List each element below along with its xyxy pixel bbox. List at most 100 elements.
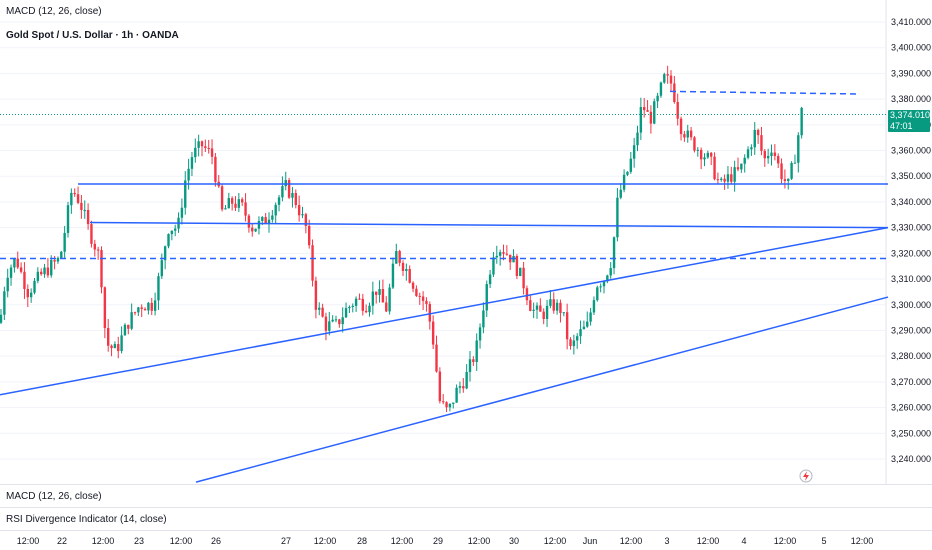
candle-body — [800, 107, 803, 136]
candle-body — [576, 336, 579, 341]
candle-body — [797, 135, 800, 163]
candle-body — [354, 298, 358, 306]
candle-body — [666, 74, 669, 76]
candle-body — [783, 179, 787, 182]
candle-body — [539, 305, 542, 312]
candle-body — [113, 344, 117, 349]
candle-body — [277, 197, 281, 205]
x-tick-label: 12:00 — [851, 536, 874, 546]
x-tick-label: 27 — [281, 536, 291, 546]
candle-body — [143, 308, 147, 311]
pane-divider-time-axis — [0, 530, 932, 531]
candle-body — [234, 203, 237, 208]
candle-body — [545, 305, 549, 320]
candle-body — [83, 209, 86, 211]
candle-body — [180, 207, 184, 218]
y-tick-label: 3,350.000 — [891, 171, 931, 181]
candle-body — [713, 156, 716, 180]
candle-body — [787, 178, 790, 182]
y-tick-label: 3,360.000 — [891, 146, 931, 156]
candle-body — [472, 359, 475, 363]
trendline — [669, 90, 859, 95]
candle-body — [699, 149, 703, 160]
candle-body — [254, 228, 257, 232]
candle-body — [455, 387, 458, 403]
candle-body — [123, 324, 127, 336]
candle-body — [23, 271, 26, 289]
candle-body — [361, 298, 364, 311]
candle-body — [364, 310, 368, 313]
candle-body — [6, 277, 9, 292]
candle-body — [167, 234, 170, 247]
candle-body — [549, 299, 552, 306]
x-tick-label: 22 — [57, 536, 67, 546]
trendline — [0, 226, 889, 396]
candle-body — [602, 281, 606, 287]
candle-body — [344, 308, 348, 318]
candle-body — [529, 300, 532, 311]
candle-body — [579, 329, 582, 337]
candle-body — [73, 192, 76, 195]
candle-body — [522, 267, 525, 289]
candle-body — [96, 249, 100, 251]
candle-body — [673, 83, 676, 103]
candle-body — [589, 312, 592, 322]
candle-body — [381, 289, 385, 303]
current-price-value: 3,374.010 — [890, 110, 931, 120]
candle-body — [214, 156, 217, 182]
y-tick-label: 3,390.000 — [891, 68, 931, 78]
current-price-badge: 3,374.010 47:01 — [888, 110, 930, 132]
candle-body — [693, 137, 696, 151]
candle-body — [358, 298, 361, 300]
candle-body — [710, 152, 713, 157]
candle-body — [488, 274, 492, 285]
candle-body — [683, 134, 686, 138]
candle-body — [76, 194, 80, 203]
candle-body — [515, 255, 519, 277]
y-tick-label: 3,310.000 — [891, 274, 931, 284]
candle-body — [740, 163, 743, 170]
candle-body — [723, 178, 726, 182]
candle-body — [653, 101, 656, 124]
candle-body — [559, 302, 562, 313]
x-tick-label: 4 — [741, 536, 746, 546]
candle-body — [388, 287, 391, 312]
candle-body — [649, 111, 653, 124]
y-tick-label: 3,240.000 — [891, 454, 931, 464]
candle-body — [405, 268, 408, 271]
pane-divider-macd — [0, 484, 932, 485]
x-tick-label: 12:00 — [774, 536, 797, 546]
candle-body — [505, 253, 509, 255]
candle-body — [535, 305, 539, 310]
candle-body — [562, 312, 565, 314]
candle-body — [498, 252, 502, 256]
candle-body — [204, 146, 207, 148]
candle-body — [348, 306, 351, 309]
candle-body — [706, 152, 710, 158]
pane-label-macd[interactable]: MACD (12, 26, close) — [6, 491, 102, 502]
y-tick-label: 3,290.000 — [891, 325, 931, 335]
candle-body — [160, 260, 163, 277]
candle-body — [294, 193, 297, 206]
candle-body — [726, 174, 730, 182]
candle-body — [375, 291, 378, 295]
candle-body — [753, 129, 756, 148]
symbol-title: Gold Spot / U.S. Dollar · 1h · OANDA — [6, 30, 179, 41]
candle-body — [93, 243, 96, 250]
candle-body — [117, 344, 120, 352]
candle-body — [519, 267, 522, 277]
lightning-icon — [799, 469, 813, 483]
candle-body — [368, 305, 371, 313]
candle-body — [401, 262, 405, 271]
candle-body — [569, 339, 572, 347]
candle-body — [321, 307, 324, 317]
candle-body — [308, 225, 311, 246]
candle-body — [703, 157, 706, 160]
pane-label-rsi[interactable]: RSI Divergence Indicator (14, close) — [6, 514, 167, 525]
candle-body — [679, 118, 683, 135]
candle-body — [86, 209, 90, 225]
candle-body — [542, 311, 545, 320]
candle-body — [153, 300, 157, 311]
candle-body — [237, 199, 241, 208]
